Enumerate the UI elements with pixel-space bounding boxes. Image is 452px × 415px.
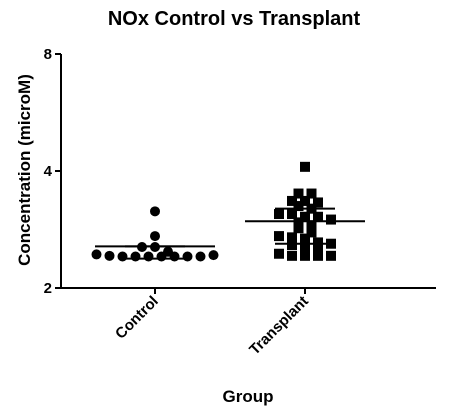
- x-axis-label: Group: [223, 387, 274, 406]
- data-point-square: [313, 245, 323, 256]
- data-point-square: [313, 237, 323, 248]
- data-point-circle: [150, 231, 160, 242]
- data-point-square: [293, 188, 304, 199]
- data-point-square: [293, 217, 304, 228]
- data-point-square: [300, 161, 310, 172]
- data-point-square: [287, 250, 297, 261]
- data-point-square: [274, 248, 284, 259]
- data-point-square: [306, 220, 317, 231]
- data-point-circle: [143, 251, 154, 262]
- data-point-square: [300, 233, 310, 244]
- data-point-square: [287, 209, 297, 220]
- data-point-square: [274, 209, 284, 220]
- data-point-square: [300, 241, 310, 252]
- axes: 2 4 8 Control Transplant: [44, 46, 436, 358]
- data-point-square: [306, 188, 317, 199]
- data-point-circle: [150, 206, 160, 217]
- data-point-square: [287, 232, 297, 243]
- data-point-square: [287, 195, 297, 206]
- data-point-circle: [195, 251, 206, 262]
- data-point-square: [306, 227, 317, 238]
- data-point-circle: [156, 251, 167, 262]
- data-point-square: [300, 211, 310, 222]
- x-tick-label: Transplant: [246, 293, 312, 359]
- data-point-circle: [117, 251, 128, 262]
- data-point-square: [300, 250, 310, 261]
- data-point-square: [326, 214, 336, 225]
- data-point-square: [313, 250, 323, 261]
- data-marks: [91, 161, 365, 262]
- chart-title: NOx Control vs Transplant: [108, 8, 361, 30]
- y-tick-label: 4: [44, 163, 53, 180]
- y-axis-label: Concentration (microM): [15, 74, 34, 266]
- data-point-square: [287, 240, 297, 251]
- data-point-circle: [182, 251, 193, 262]
- data-point-square: [293, 201, 304, 212]
- y-tick-label: 2: [44, 280, 52, 297]
- data-point-circle: [104, 250, 115, 261]
- data-point-circle: [130, 251, 141, 262]
- data-point-circle: [169, 251, 180, 262]
- data-point-circle: [91, 249, 102, 260]
- x-tick-label: Control: [112, 293, 162, 343]
- data-point-square: [313, 211, 323, 222]
- data-point-square: [326, 250, 336, 261]
- data-point-square: [300, 195, 310, 206]
- data-point-circle: [208, 250, 219, 261]
- y-tick-label: 8: [44, 46, 52, 63]
- data-point-square: [313, 197, 323, 208]
- data-point-square: [293, 223, 304, 234]
- data-point-square: [274, 231, 284, 242]
